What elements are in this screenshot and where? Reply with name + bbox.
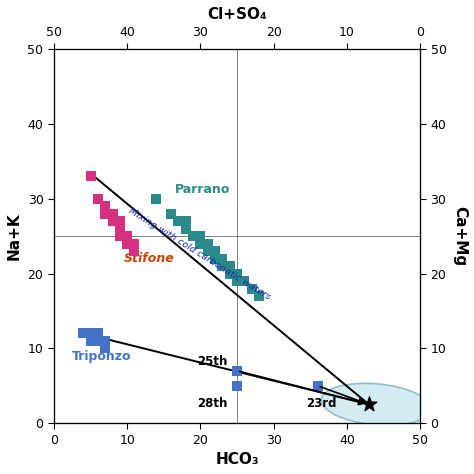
Point bbox=[233, 277, 241, 285]
Text: Triponzo: Triponzo bbox=[72, 349, 132, 363]
Point bbox=[255, 292, 263, 300]
Ellipse shape bbox=[321, 383, 431, 426]
Point bbox=[87, 173, 94, 180]
Point bbox=[365, 401, 373, 408]
Text: Parrano: Parrano bbox=[175, 183, 230, 196]
Point bbox=[123, 240, 131, 247]
X-axis label: Cl+SO₄: Cl+SO₄ bbox=[207, 7, 267, 22]
Point bbox=[204, 240, 211, 247]
Point bbox=[101, 345, 109, 352]
Point bbox=[211, 247, 219, 255]
Point bbox=[116, 225, 124, 233]
Point bbox=[116, 232, 124, 240]
Point bbox=[174, 218, 182, 225]
Point bbox=[233, 270, 241, 277]
Point bbox=[182, 218, 190, 225]
Point bbox=[131, 247, 138, 255]
Point bbox=[94, 329, 101, 337]
Point bbox=[94, 195, 101, 202]
Point bbox=[240, 277, 248, 285]
Point bbox=[211, 255, 219, 263]
Text: Mixing with cold carbonatic waters: Mixing with cold carbonatic waters bbox=[127, 206, 272, 302]
Point bbox=[109, 218, 116, 225]
Point bbox=[182, 225, 190, 233]
Point bbox=[131, 240, 138, 247]
Point bbox=[87, 329, 94, 337]
Y-axis label: Na+K: Na+K bbox=[7, 212, 22, 260]
Text: 28th: 28th bbox=[197, 397, 227, 410]
Text: Stifone: Stifone bbox=[124, 252, 174, 265]
Point bbox=[226, 262, 234, 270]
X-axis label: HCO₃: HCO₃ bbox=[215, 452, 259, 467]
Text: 25th: 25th bbox=[197, 355, 227, 368]
Point bbox=[153, 195, 160, 202]
Point bbox=[197, 240, 204, 247]
Point bbox=[109, 210, 116, 218]
Point bbox=[101, 337, 109, 345]
Point bbox=[233, 382, 241, 390]
Point bbox=[226, 270, 234, 277]
Point bbox=[167, 210, 175, 218]
Point bbox=[197, 232, 204, 240]
Point bbox=[219, 262, 226, 270]
Point bbox=[248, 285, 255, 292]
Point bbox=[204, 247, 211, 255]
Y-axis label: Ca+Mg: Ca+Mg bbox=[452, 206, 467, 266]
Point bbox=[189, 232, 197, 240]
Point bbox=[123, 232, 131, 240]
Point bbox=[94, 337, 101, 345]
Text: 23rd: 23rd bbox=[307, 397, 337, 410]
Point bbox=[314, 382, 321, 390]
Point bbox=[101, 210, 109, 218]
Point bbox=[87, 337, 94, 345]
Point bbox=[116, 218, 124, 225]
Point bbox=[219, 255, 226, 263]
Point bbox=[80, 329, 87, 337]
Point bbox=[233, 367, 241, 374]
Point bbox=[101, 202, 109, 210]
